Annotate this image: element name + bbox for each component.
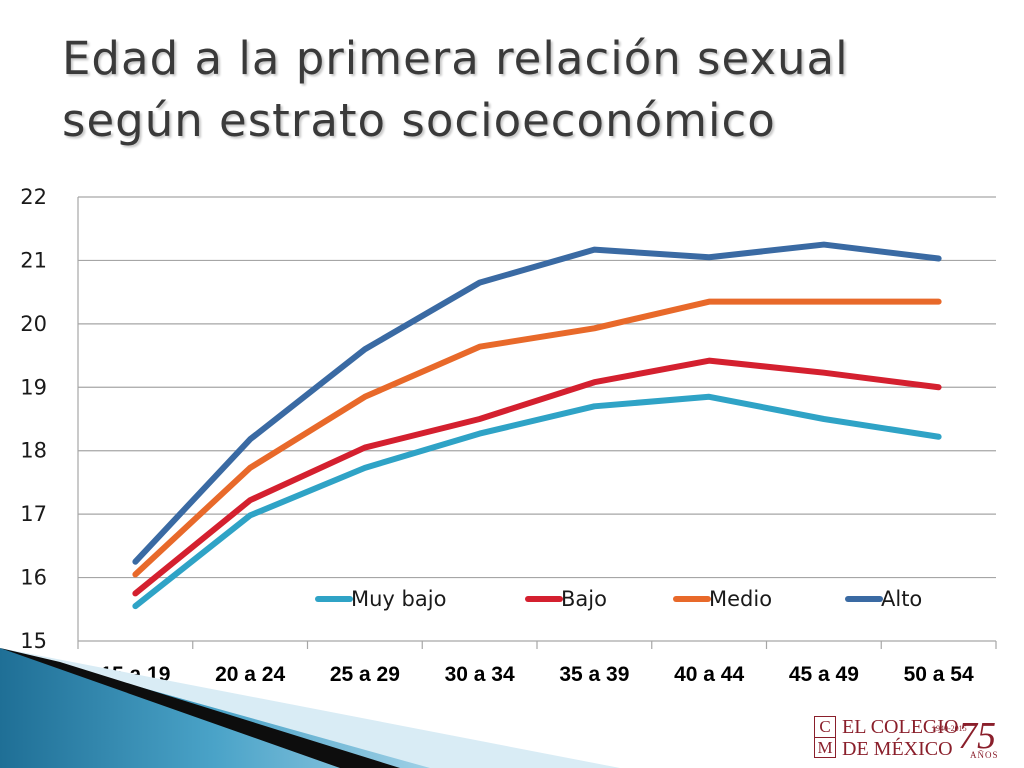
data-point [249,499,251,501]
data-point [938,301,940,303]
x-tick-label: 50 a 54 [904,663,974,686]
y-tick-label: 15 [20,629,47,653]
data-point [364,348,366,350]
logo-anos: AÑOS [970,750,999,760]
legend-label: Bajo [561,587,607,611]
series-line-medio [132,298,942,578]
slide-title-line1: Edad a la primera relación sexual [62,32,849,85]
legend-label: Alto [881,587,922,611]
data-point [593,381,595,383]
y-tick-label: 20 [20,312,47,336]
logo-mark: C M [814,716,836,758]
data-point [364,467,366,469]
logo-line2: DE MÉXICO [842,738,953,760]
x-tick-label: 30 a 34 [445,663,515,686]
logo-years: 75 [958,715,996,757]
slide-title: Edad a la primera relación sexual según … [62,28,1002,152]
data-point [823,418,825,420]
chart-legend: Muy bajo Bajo Medio Alto [315,587,922,611]
data-point [823,372,825,374]
slide-title-line2: según estrato socioeconómico [62,94,776,147]
data-point [479,346,481,348]
x-tick-label: 35 a 39 [559,663,629,686]
x-tick-label: 20 a 24 [215,663,285,686]
x-tick-label: 45 a 49 [789,663,859,686]
data-point [249,467,251,469]
data-point [823,244,825,246]
data-point [479,282,481,284]
y-tick-label: 22 [20,185,47,209]
legend-label: Muy bajo [351,587,446,611]
series-line-muy-bajo [132,393,942,610]
data-point [364,396,366,398]
y-tick-label: 17 [20,502,47,526]
data-point [593,327,595,329]
data-point [134,561,136,563]
data-point [134,592,136,594]
legend-label: Medio [709,587,772,611]
data-point [479,418,481,420]
data-point [708,360,710,362]
data-point [134,573,136,575]
x-tick-label: 25 a 29 [330,663,400,686]
logo-mark-bottom: M [815,737,835,758]
data-point [593,249,595,251]
data-point [708,256,710,258]
series-line-bajo [132,357,942,597]
y-tick-label: 21 [20,248,47,272]
el-colegio-logo: C M EL COLEGIO DE MÉXICO 1940-2015 75 AÑ… [814,714,1014,762]
data-point [249,514,251,516]
data-point [593,405,595,407]
data-point [938,258,940,260]
data-point [938,386,940,388]
data-point [479,433,481,435]
chart-series [132,241,942,610]
corner-decoration [0,648,620,768]
data-point [134,605,136,607]
y-tick-label: 19 [20,375,47,399]
logo-text: EL COLEGIO DE MÉXICO [842,716,958,760]
logo-mark-top: C [819,717,831,736]
data-point [249,438,251,440]
data-point [708,396,710,398]
logo-range: 1940-2015 [932,724,967,733]
y-tick-label: 18 [20,439,47,463]
data-point [938,436,940,438]
chart-gridlines [78,196,996,642]
data-point [823,301,825,303]
data-point [364,447,366,449]
series-line-alto [132,241,942,565]
y-tick-label: 16 [20,566,47,590]
logo-line1: EL COLEGIO [842,716,959,738]
data-point [708,301,710,303]
x-tick-label: 40 a 44 [674,663,744,686]
